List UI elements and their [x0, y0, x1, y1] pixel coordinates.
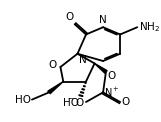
Text: O: O — [48, 60, 56, 70]
Text: O: O — [107, 71, 116, 81]
Text: HO: HO — [63, 98, 79, 108]
Text: O: O — [122, 97, 130, 107]
Polygon shape — [48, 81, 63, 94]
Text: N: N — [79, 55, 87, 65]
Text: N$^+$: N$^+$ — [104, 86, 119, 99]
Text: N: N — [99, 15, 107, 25]
Polygon shape — [95, 63, 107, 73]
Text: $^-$O: $^-$O — [66, 96, 85, 108]
Text: NH$_2$: NH$_2$ — [139, 20, 160, 34]
Text: HO: HO — [14, 95, 31, 105]
Text: O: O — [65, 12, 73, 22]
